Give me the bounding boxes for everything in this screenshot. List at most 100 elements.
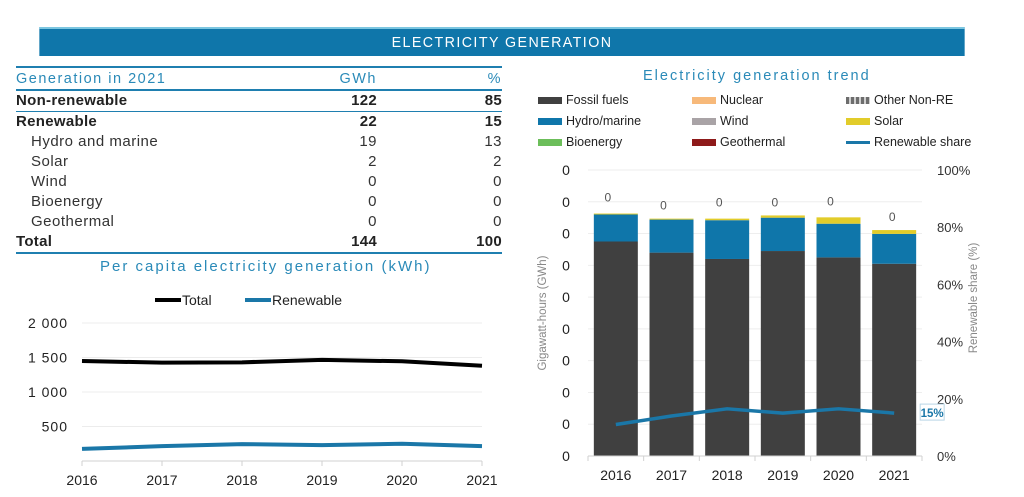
x-tick-label: 2020 <box>823 467 854 483</box>
trend-chart-title: Electricity generation trend <box>643 68 871 84</box>
row-gwh: 144 <box>351 233 377 250</box>
y-tick-label: 0 <box>562 448 570 464</box>
y2-tick-label: 20% <box>937 392 963 407</box>
y-axis-title: Gigawatt-hours (GWh) <box>537 255 549 370</box>
y2-tick-label: 0% <box>937 449 956 464</box>
series-line-total <box>81 357 483 368</box>
row-gwh: 19 <box>359 133 377 150</box>
column-header-gwh: GWh <box>339 71 377 87</box>
legend-item: Hydro/marine <box>538 114 641 128</box>
legend-item: Wind <box>692 114 748 128</box>
y2-tick-label: 80% <box>937 220 963 235</box>
legend-label: Other Non-RE <box>874 93 954 107</box>
row-gwh: 22 <box>359 113 377 130</box>
legend-swatch <box>538 138 562 146</box>
bar-total-label: 0 <box>604 191 611 205</box>
bar-total-label: 0 <box>716 196 723 210</box>
table-row: Bioenergy 0 0 <box>16 192 502 212</box>
trend-bar-chart: 0 0 0 0 0 0 0 0 0 0 0% 20% 40% 60% 80% 100% Gigawatt-hou… <box>537 162 980 483</box>
row-gwh: 0 <box>368 213 377 230</box>
row-label: Bioenergy <box>31 193 104 210</box>
row-percent: 15 <box>484 113 502 130</box>
section-header: ELECTRICITY GENERATION <box>39 27 965 56</box>
legend-label: Renewable share <box>874 135 972 149</box>
section-title: ELECTRICITY GENERATION <box>391 34 613 51</box>
legend-label: Solar <box>874 114 904 128</box>
x-tick-label: 2019 <box>767 467 798 483</box>
row-label: Solar <box>31 153 69 170</box>
y-tick-label: 1 000 <box>28 384 68 400</box>
y2-tick-label: 60% <box>937 277 963 292</box>
bar-hydro-marine-2018 <box>705 220 750 259</box>
legend-item: Nuclear <box>692 93 763 107</box>
legend-swatch <box>846 117 870 125</box>
row-gwh: 0 <box>368 193 377 210</box>
table-row: Non-renewable 122 85 <box>16 91 502 112</box>
row-gwh: 122 <box>351 92 377 109</box>
row-label: Wind <box>31 173 68 190</box>
x-tick-label: 2016 <box>600 467 631 483</box>
row-percent: 85 <box>484 92 502 109</box>
legend-label: Fossil fuels <box>566 93 629 107</box>
y-tick-label: 500 <box>42 419 68 435</box>
y-tick-label: 1 500 <box>28 350 68 366</box>
legend-swatch <box>692 138 716 146</box>
y-tick-label: 0 <box>562 321 570 337</box>
series-line-renewable <box>81 441 483 451</box>
x-tick-label: 2017 <box>656 467 687 483</box>
per-capita-chart-title: Per capita electricity generation (kWh) <box>100 258 432 275</box>
table-row: Geothermal 0 0 <box>16 212 502 232</box>
legend-label-renewable: Renewable <box>272 292 342 308</box>
legend-label-total: Total <box>182 292 212 308</box>
y-tick-label: 0 <box>562 226 570 242</box>
y-tick-label: 0 <box>562 416 570 432</box>
bar-solar-2019 <box>760 215 805 218</box>
x-tick-label: 2016 <box>66 472 97 488</box>
y-tick-label: 0 <box>562 194 570 210</box>
x-tick-label: 2018 <box>226 472 257 488</box>
generation-table: Generation in 2021 GWh% Non-renewable 122 85… <box>16 66 502 254</box>
legend-item: Renewable share <box>846 135 971 149</box>
x-tick-label: 2018 <box>712 467 743 483</box>
bar-solar-2020 <box>816 217 861 224</box>
bar-total-label: 0 <box>771 195 778 209</box>
bar-hydro-marine-2020 <box>816 223 861 258</box>
row-label: Geothermal <box>31 213 115 230</box>
bar-fossil-fuels-2017 <box>649 252 694 456</box>
bar-hydro-marine-2017 <box>649 219 694 253</box>
y2-axis-title: Renewable share (%) <box>968 243 980 354</box>
table-row: Renewable 22 15 <box>16 112 502 132</box>
row-label: Total <box>16 233 53 250</box>
table-row: Solar 2 2 <box>16 152 502 172</box>
row-percent: 0 <box>493 193 502 210</box>
bar-total-label: 0 <box>660 199 667 213</box>
y-tick-label: 2 000 <box>28 315 68 331</box>
bar-solar-2021 <box>872 230 917 234</box>
y2-tick-label: 40% <box>937 335 963 350</box>
y-tick-label: 0 <box>562 384 570 400</box>
renewable-share-line <box>615 407 895 427</box>
row-percent: 0 <box>493 173 502 190</box>
row-label: Hydro and marine <box>31 133 159 150</box>
legend-swatch <box>846 96 870 104</box>
bar-hydro-marine-2021 <box>872 233 917 264</box>
bar-fossil-fuels-2020 <box>816 257 861 456</box>
bar-fossil-fuels-2016 <box>593 241 638 456</box>
legend-swatch <box>846 140 870 144</box>
bar-solar-2018 <box>705 218 750 221</box>
row-percent: 100 <box>476 233 502 250</box>
legend-label: Bioenergy <box>566 135 623 149</box>
legend-swatch <box>538 96 562 104</box>
legend-item: Bioenergy <box>538 135 622 149</box>
row-gwh: 2 <box>368 153 377 170</box>
legend-swatch <box>538 117 562 125</box>
table-row: Hydro and marine 19 13 <box>16 132 502 152</box>
bar-total-label: 0 <box>889 210 896 224</box>
bar-hydro-marine-2019 <box>760 217 805 252</box>
legend-swatch <box>692 96 716 104</box>
row-percent: 0 <box>493 213 502 230</box>
legend-label: Nuclear <box>720 93 764 107</box>
per-capita-line-chart: 500 1 000 1 500 2 000 2016 2017 2018 2019 2020 20… <box>28 292 498 488</box>
legend-item: Other Non-RE <box>846 93 953 107</box>
column-header-category: Generation in 2021 <box>16 71 167 87</box>
